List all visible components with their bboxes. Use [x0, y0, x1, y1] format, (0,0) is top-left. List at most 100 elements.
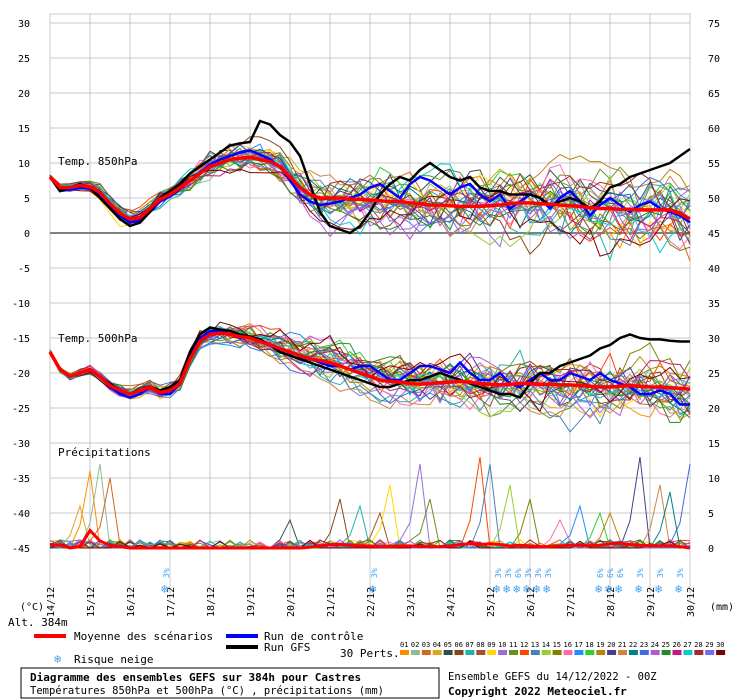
pert-number: 20	[607, 641, 615, 649]
right-tick-label: 30	[708, 334, 720, 345]
x-tick-label: 15/12	[86, 587, 97, 617]
pert-swatch	[519, 650, 529, 655]
pert-number: 26	[673, 641, 681, 649]
snowflake-icon: ❄	[655, 582, 662, 596]
right-tick-label: 65	[708, 89, 720, 100]
pert-number: 28	[694, 641, 702, 649]
pert-number: 17	[574, 641, 582, 649]
legend-snow-label: Risque neige	[74, 653, 153, 666]
left-tick-label: 0	[24, 229, 30, 240]
right-tick-label: 25	[708, 369, 720, 380]
snow-risk-percent: 3%	[494, 568, 503, 578]
right-tick-label: 20	[708, 404, 720, 415]
perturbation-legend: 01 02 03 04 05 06 07 08 09 10 11 12 13 14 15 16 17 18 19 20…	[400, 641, 726, 655]
pert-swatch	[607, 650, 617, 655]
right-tick-label: 35	[708, 299, 720, 310]
pert-swatch	[585, 650, 595, 655]
pert-swatch	[530, 650, 540, 655]
pert-swatch	[683, 650, 693, 655]
right-tick-label: 70	[708, 54, 720, 65]
pert-swatch	[509, 650, 518, 655]
snow-risk-percent: 3%	[524, 568, 533, 578]
x-tick-label: 30/12	[686, 587, 697, 617]
pert-swatch	[465, 650, 475, 655]
snowflake-icon: ❄	[523, 582, 530, 596]
x-tick-label: 18/12	[206, 587, 217, 617]
precip-mean-line	[49, 528, 691, 550]
x-tick-label: 21/12	[326, 587, 337, 617]
left-tick-label: -25	[12, 404, 30, 415]
legend-control-label: Run de contrôle	[264, 630, 363, 643]
left-tick-label: -30	[12, 439, 30, 450]
pert-swatch	[410, 650, 420, 655]
right-tick-label: 10	[708, 474, 720, 485]
left-tick-label: 20	[18, 89, 30, 100]
pert-swatch	[694, 650, 704, 655]
pert-swatch	[432, 650, 442, 655]
left-tick-label: -10	[12, 299, 30, 310]
pert-number: 23	[640, 641, 648, 649]
snowflake-icon: ❄	[369, 582, 376, 596]
right-tick-label: 0	[708, 544, 714, 555]
x-tick-label: 22/12	[366, 587, 377, 617]
x-tick-label: 20/12	[286, 587, 297, 617]
snowflake-icon: ❄	[503, 582, 510, 596]
pert-swatch	[628, 650, 638, 655]
t850-pert-27	[49, 149, 691, 254]
snowflake-icon: ❄	[595, 582, 602, 596]
pert-swatch	[596, 650, 606, 655]
snowflake-icon: ❄	[675, 582, 682, 596]
pert-number: 07	[465, 641, 473, 649]
pert-swatch	[487, 650, 497, 655]
t850-pert-28	[49, 150, 691, 237]
run-label: Ensemble GEFS du 14/12/2022 - 00Z	[448, 671, 657, 683]
pert-number: 15	[553, 641, 561, 649]
pert-swatch	[552, 650, 562, 655]
pert-number: 09	[487, 641, 495, 649]
pert-number: 04	[433, 641, 441, 649]
pert-number: 16	[564, 641, 572, 649]
x-tick-label: 26/12	[526, 587, 537, 617]
pert-number: 02	[411, 641, 419, 649]
right-tick-label: 50	[708, 194, 720, 205]
left-tick-label: -5	[18, 264, 30, 275]
t500-mean-line	[48, 331, 691, 396]
right-tick-label: 40	[708, 264, 720, 275]
pert-number: 21	[618, 641, 626, 649]
right-tick-label: 55	[708, 159, 720, 170]
x-tick-label: 17/12	[166, 587, 177, 617]
left-tick-label: -20	[12, 369, 30, 380]
pert-swatch	[716, 650, 726, 655]
title-box	[20, 667, 440, 699]
pert-swatch	[618, 650, 627, 655]
snowflake-icon: ❄	[533, 582, 540, 596]
legend-gfs-label: Run GFS	[264, 641, 310, 654]
x-tick-label: 29/12	[646, 587, 657, 617]
snow-risk-percent: 6%	[514, 568, 523, 578]
legend: Moyenne des scénarios Run de contrôle Ru…	[34, 630, 726, 666]
pert-number: 19	[596, 641, 604, 649]
pert-number: 22	[629, 641, 637, 649]
snowflake-icon: ❄	[543, 582, 550, 596]
pert-number: 01	[400, 641, 408, 649]
main-runs	[48, 119, 691, 550]
snowflake-icon: ❄	[615, 582, 622, 596]
x-tick-label: 14/12	[46, 587, 57, 617]
snow-risk-percent: 3%	[676, 568, 685, 578]
left-tick-label: 30	[18, 19, 30, 30]
snow-risk-percent: 3%	[656, 568, 665, 578]
legend-snow-icon: ❄	[54, 652, 61, 666]
pert-swatch	[574, 650, 584, 655]
snowflake-icon: ❄	[605, 582, 612, 596]
pert-number: 10	[498, 641, 506, 649]
snow-risk-percent: 3%	[504, 568, 513, 578]
pert-swatch	[563, 650, 573, 655]
x-tick-label: 19/12	[246, 587, 257, 617]
left-tick-label: -45	[12, 544, 30, 555]
pert-number: 06	[455, 641, 463, 649]
precip-panel-label: Précipitations	[58, 446, 151, 459]
pert-number: 08	[476, 641, 484, 649]
axes: 14/12 15/12 16/12 17/12 18/12 19/12 20/12 21/12…	[12, 19, 720, 617]
left-tick-label: -35	[12, 474, 30, 485]
left-tick-label: 10	[18, 159, 30, 170]
